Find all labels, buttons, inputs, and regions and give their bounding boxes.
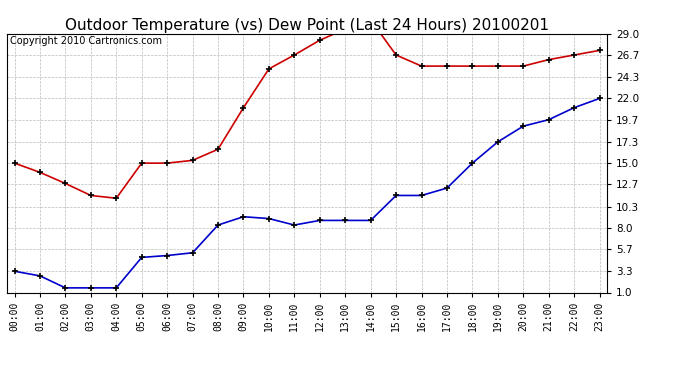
Title: Outdoor Temperature (vs) Dew Point (Last 24 Hours) 20100201: Outdoor Temperature (vs) Dew Point (Last… <box>65 18 549 33</box>
Text: Copyright 2010 Cartronics.com: Copyright 2010 Cartronics.com <box>10 36 162 46</box>
